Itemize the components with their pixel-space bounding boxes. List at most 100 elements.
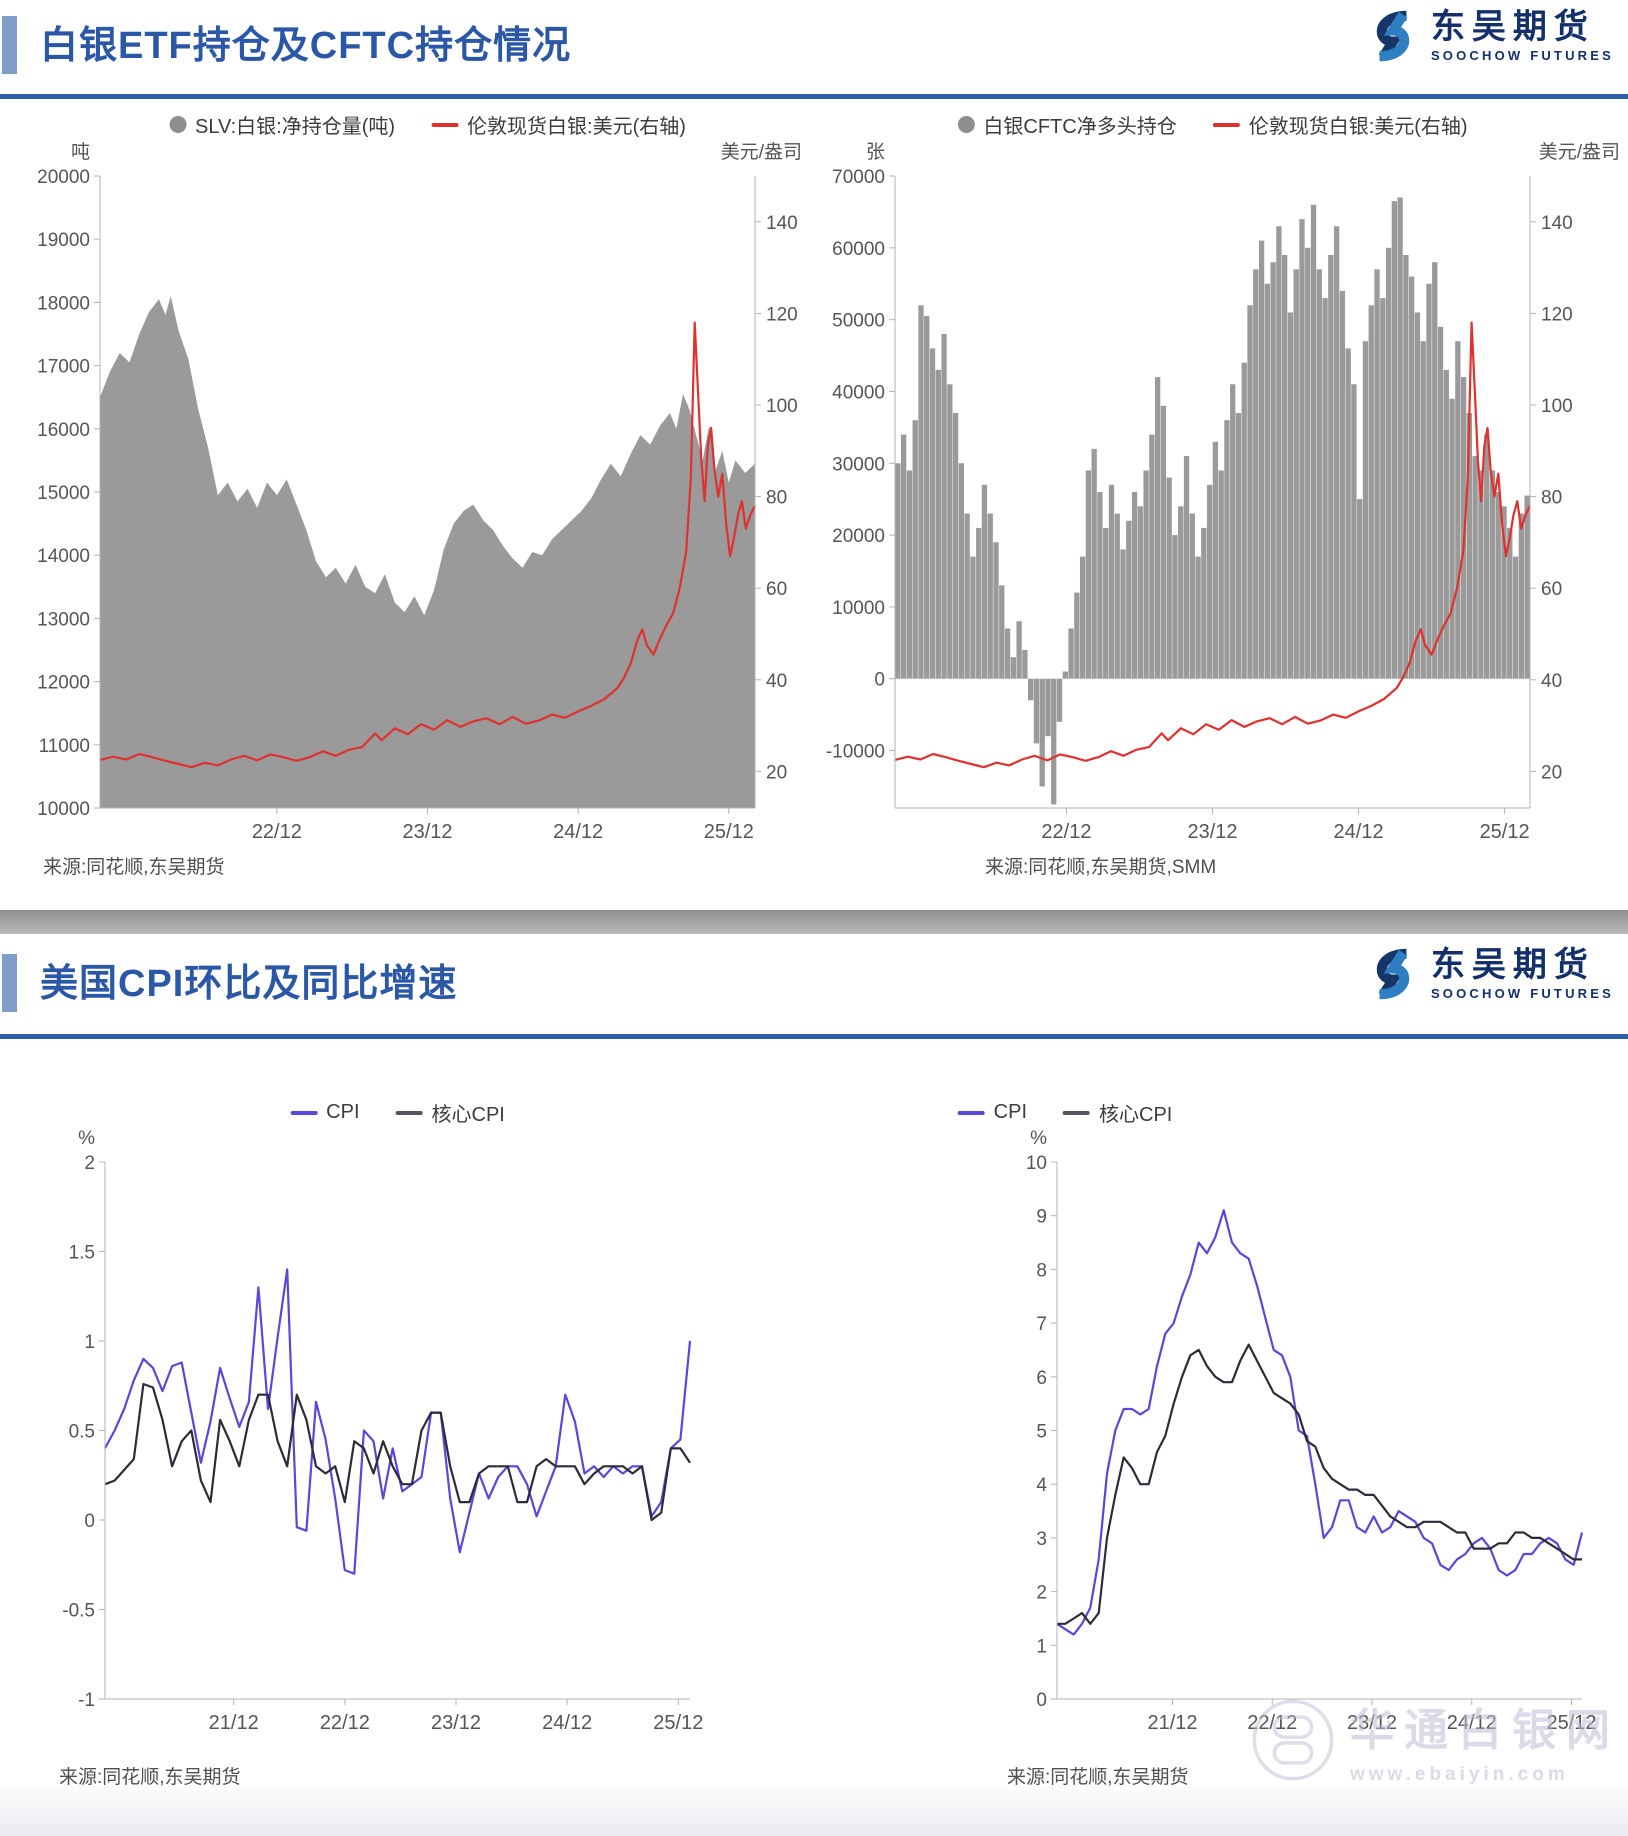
section-title-silver: 白银ETF持仓及CFTC持仓情况 [40, 25, 572, 67]
logo-text-en: SOOCHOW FUTURES [1430, 986, 1614, 1001]
chart-legend: 白银CFTC净多头持仓 伦敦现货白银:美元(右轴) [957, 110, 1468, 139]
header-accent-bar [2, 954, 17, 1012]
svg-text:8: 8 [1036, 1260, 1047, 1281]
header-underline [0, 1034, 1628, 1039]
legend-label: 伦敦现货白银:美元(右轴) [467, 116, 686, 138]
chart-cpi-yoy: 10 9 8 7 6 5 4 3 2 1 0 21/12 22/12 23/12 24/12 25/12% CP… [725, 1052, 1628, 1824]
svg-text:120: 120 [766, 304, 798, 325]
svg-text:10000: 10000 [832, 598, 885, 619]
legend-item: SLV:白银:净持仓量(吨) [169, 110, 395, 139]
legend-label: 核心CPI [1099, 1104, 1173, 1126]
legend-item: 伦敦现货白银:美元(右轴) [1212, 110, 1468, 139]
chart-slv-holdings: 20000 19000 18000 17000 16000 15000 14000 13000… [25, 104, 810, 896]
legend-line-marker [1063, 1110, 1090, 1115]
svg-text:24/12: 24/12 [542, 1712, 592, 1734]
logo-text-en: SOOCHOW FUTURES [1430, 48, 1614, 63]
chart-source: 来源:同花顺,东吴期货,SMM [985, 857, 1217, 878]
svg-text:1.5: 1.5 [69, 1243, 95, 1264]
chart-cpi-mom: 2 1.5 1 0.5 0 -0.5 -1 21/12 22/12 23/12 24/12 25/12… [25, 1052, 725, 1824]
svg-text:10000: 10000 [37, 799, 90, 820]
svg-text:24/12: 24/12 [1447, 1712, 1497, 1734]
svg-text:0: 0 [874, 670, 885, 691]
svg-text:23/12: 23/12 [431, 1712, 481, 1734]
svg-text:100: 100 [766, 396, 798, 417]
svg-text:40: 40 [1541, 671, 1562, 692]
section-header-silver: 白银ETF持仓及CFTC持仓情况 东吴期货 SOOCHOW FUTURES [0, 0, 1628, 96]
svg-text:70000: 70000 [832, 167, 885, 188]
svg-text:40000: 40000 [832, 382, 885, 403]
svg-text:25/12: 25/12 [1480, 821, 1530, 843]
svg-text:1: 1 [84, 1332, 95, 1353]
chart-source: 来源:同花顺,东吴期货 [43, 857, 225, 878]
legend-dot-marker [169, 116, 187, 133]
svg-text:21/12: 21/12 [1147, 1712, 1197, 1734]
chart-legend: CPI 核心CPI [957, 1098, 1173, 1127]
svg-text:9: 9 [1036, 1207, 1047, 1228]
legend-item: 白银CFTC净多头持仓 [957, 110, 1177, 139]
chart-cftc-positions: 70000 60000 50000 40000 30000 20000 10000 0 -100… [815, 104, 1628, 896]
svg-text:80: 80 [1541, 488, 1562, 509]
svg-text:120: 120 [1541, 304, 1573, 325]
svg-text:12000: 12000 [37, 673, 90, 694]
legend-item: CPI [290, 1101, 360, 1124]
svg-text:100: 100 [1541, 396, 1573, 417]
svg-text:14000: 14000 [37, 546, 90, 567]
svg-text:18000: 18000 [37, 293, 90, 314]
svg-text:23/12: 23/12 [1347, 1712, 1397, 1734]
svg-text:11000: 11000 [39, 736, 90, 757]
legend-line-marker [1212, 122, 1240, 127]
svg-text:140: 140 [766, 213, 798, 234]
svg-text:21/12: 21/12 [209, 1712, 259, 1734]
soochow-logo-icon [1376, 948, 1410, 1000]
chart-legend: CPI 核心CPI [290, 1098, 505, 1127]
footer-band [0, 1786, 1628, 1836]
header-accent-bar [2, 16, 17, 74]
svg-text:30000: 30000 [832, 454, 885, 475]
watermark-url: www.ebaiyin.com [1350, 1764, 1569, 1785]
svg-text:1: 1 [1036, 1636, 1047, 1657]
watermark-title: 华通白银网 [1350, 1706, 1620, 1755]
legend-label: CPI [993, 1101, 1027, 1123]
legend-item: CPI [957, 1101, 1027, 1124]
svg-text:2: 2 [1036, 1583, 1047, 1604]
chart-source: 来源:同花顺,东吴期货 [59, 1767, 241, 1788]
soochow-logo: 东吴期货 SOOCHOW FUTURES [1365, 946, 1614, 1002]
legend-line-marker [395, 1110, 423, 1115]
svg-text:20000: 20000 [832, 526, 885, 547]
svg-text:%: % [78, 1128, 95, 1149]
svg-text:60000: 60000 [832, 239, 885, 260]
svg-text:%: % [1030, 1128, 1047, 1149]
svg-text:2: 2 [84, 1153, 95, 1174]
svg-text:19000: 19000 [37, 230, 90, 251]
svg-text:3: 3 [1036, 1529, 1047, 1550]
legend-line-marker [957, 1110, 985, 1115]
svg-text:美元/盎司: 美元/盎司 [1539, 141, 1620, 163]
svg-text:13000: 13000 [37, 609, 90, 630]
svg-text:4: 4 [1036, 1475, 1047, 1496]
legend-label: CPI [326, 1101, 360, 1123]
svg-text:20: 20 [1541, 762, 1562, 783]
svg-text:20000: 20000 [37, 167, 90, 188]
svg-text:吨: 吨 [71, 141, 90, 163]
legend-dot-marker [957, 116, 975, 133]
watermark-logo-icon [1252, 1699, 1334, 1781]
svg-text:7: 7 [1036, 1314, 1047, 1335]
svg-text:-0.5: -0.5 [62, 1601, 95, 1622]
svg-text:0: 0 [84, 1511, 95, 1532]
svg-text:22/12: 22/12 [320, 1712, 370, 1734]
svg-text:5: 5 [1036, 1422, 1047, 1443]
svg-text:0: 0 [1036, 1690, 1047, 1711]
svg-text:23/12: 23/12 [1187, 821, 1237, 843]
svg-text:15000: 15000 [37, 483, 90, 504]
svg-text:6: 6 [1036, 1368, 1047, 1389]
section-divider [0, 910, 1628, 934]
svg-text:17000: 17000 [37, 357, 90, 378]
svg-text:24/12: 24/12 [553, 821, 603, 843]
svg-text:60: 60 [1541, 579, 1562, 600]
svg-text:25/12: 25/12 [653, 1712, 703, 1734]
svg-text:20: 20 [766, 762, 787, 783]
soochow-logo: 东吴期货 SOOCHOW FUTURES [1365, 8, 1614, 64]
svg-text:140: 140 [1541, 213, 1573, 234]
